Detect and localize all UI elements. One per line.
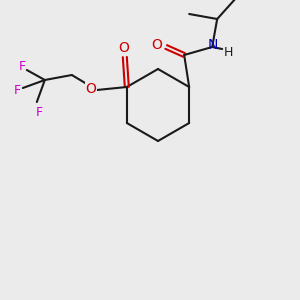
- Text: H: H: [224, 46, 233, 59]
- Text: O: O: [152, 38, 163, 52]
- Text: O: O: [118, 41, 129, 55]
- Text: N: N: [208, 38, 218, 52]
- Text: F: F: [13, 83, 20, 97]
- Text: F: F: [18, 61, 26, 74]
- Text: O: O: [85, 82, 96, 96]
- Text: F: F: [35, 106, 42, 118]
